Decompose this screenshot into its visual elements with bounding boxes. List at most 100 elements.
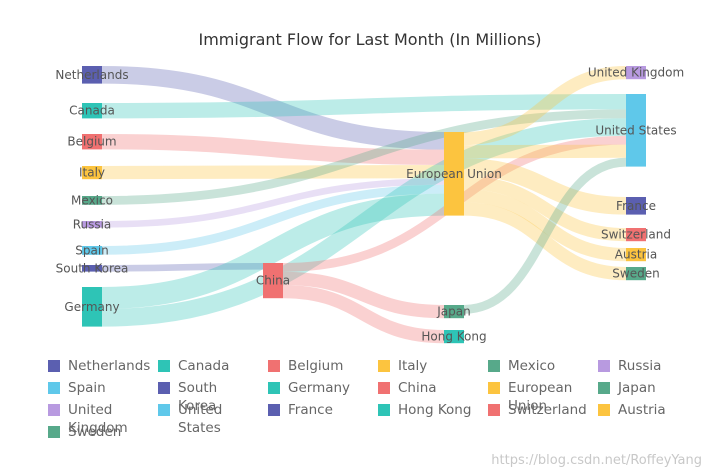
legend-label: Netherlands (68, 358, 151, 374)
node-sweden[interactable] (626, 267, 646, 281)
link-spain-to-european-union[interactable] (101, 184, 445, 255)
node-label-european-union: European Union (406, 167, 502, 181)
node-label-belgium: Belgium (67, 135, 116, 149)
link-netherlands-to-european-union[interactable] (101, 66, 445, 150)
link-european-union-to-united-states[interactable] (463, 144, 627, 159)
node-label-japan: Japan (436, 305, 470, 319)
legend-swatch (598, 382, 610, 394)
node-label-switzerland: Switzerland (601, 228, 671, 242)
legend-label: Mexico (508, 358, 556, 374)
legend-label: Germany (288, 380, 351, 396)
node-netherlands[interactable] (82, 66, 102, 84)
legend-label: China (398, 380, 437, 396)
link-china-to-hong-kong[interactable] (282, 285, 445, 344)
link-italy-to-european-union[interactable] (101, 165, 445, 180)
link-european-union-to-france[interactable] (463, 158, 627, 215)
node-label-united-kingdom: United Kingdom (588, 66, 684, 80)
legend-swatch (268, 382, 280, 394)
node-canada[interactable] (82, 103, 102, 119)
link-japan-to-united-states[interactable] (463, 157, 627, 314)
node-italy[interactable] (82, 166, 102, 180)
link-european-union-to-sweden[interactable] (463, 202, 627, 281)
node-label-canada: Canada (69, 104, 115, 118)
legend-swatch (158, 404, 170, 416)
node-label-austria: Austria (615, 248, 657, 262)
legend-label: United Kingdom (68, 402, 128, 436)
link-mexico-to-united-states[interactable] (101, 109, 627, 205)
legend-label: France (288, 402, 333, 418)
node-label-hong-kong: Hong Kong (421, 330, 486, 344)
node-label-united-states: United States (595, 123, 676, 137)
legend-label: Canada (178, 358, 230, 374)
legend-label: Hong Kong (398, 402, 472, 418)
legend-label: Belgium (288, 358, 344, 374)
legend-label: Switzerland (508, 402, 587, 418)
nodes-layer (82, 66, 646, 344)
legend-label: South Korea (178, 380, 218, 414)
link-south-korea-to-china[interactable] (101, 263, 264, 272)
node-label-china: China (256, 274, 290, 288)
node-mexico[interactable] (82, 196, 102, 205)
node-japan[interactable] (444, 305, 464, 319)
link-belgium-to-european-union[interactable] (101, 134, 445, 165)
legend-swatch (598, 404, 610, 416)
watermark: https://blog.csdn.net/RoffeyYang (491, 453, 702, 468)
chart-title: Immigrant Flow for Last Month (In Millio… (199, 30, 542, 49)
node-germany[interactable] (82, 287, 102, 327)
legend-swatch (378, 360, 390, 372)
node-label-mexico: Mexico (71, 193, 113, 207)
legend-swatch (488, 360, 500, 372)
legend-swatch (598, 360, 610, 372)
legend-swatch (488, 382, 500, 394)
node-austria[interactable] (626, 248, 646, 262)
link-european-union-to-united-kingdom[interactable] (463, 66, 627, 146)
node-label-germany: Germany (64, 300, 119, 314)
labels-layer: Netherlands Canada Belgium Italy Mexico Russi… (55, 66, 684, 344)
link-russia-to-european-union[interactable] (101, 178, 445, 228)
legend-label: United States (178, 402, 223, 436)
legend-swatch (48, 404, 60, 416)
node-south-korea[interactable] (82, 265, 102, 272)
node-label-russia: Russia (73, 217, 112, 231)
legend-swatch (48, 382, 60, 394)
node-russia[interactable] (82, 221, 102, 228)
legend-label: Sweden (68, 424, 122, 440)
legend-swatch (268, 404, 280, 416)
legend-label: Italy (398, 358, 428, 374)
node-united-kingdom[interactable] (626, 66, 646, 80)
legend-label: Spain (68, 380, 106, 396)
links-layer (101, 66, 627, 344)
node-spain[interactable] (82, 246, 102, 255)
node-label-south-korea: South Korea (56, 261, 129, 275)
legend-swatch (488, 404, 500, 416)
legend-swatch (268, 360, 280, 372)
node-china[interactable] (263, 263, 283, 299)
legend-swatch (48, 426, 60, 438)
legend-swatch (378, 404, 390, 416)
link-germany-to-united-states[interactable] (101, 118, 627, 327)
node-label-spain: Spain (75, 243, 109, 257)
node-united-states[interactable] (626, 94, 646, 167)
link-germany-to-european-union[interactable] (101, 193, 445, 309)
node-label-italy: Italy (79, 166, 105, 180)
node-label-france: France (616, 199, 656, 213)
node-label-netherlands: Netherlands (55, 68, 128, 82)
node-hong-kong[interactable] (444, 330, 464, 344)
legend-swatch (48, 360, 60, 372)
legend-swatch (158, 360, 170, 372)
node-european-union[interactable] (444, 132, 464, 216)
legend-label: Japan (618, 380, 656, 396)
node-france[interactable] (626, 197, 646, 215)
link-european-union-to-austria[interactable] (463, 189, 627, 262)
node-label-sweden: Sweden (612, 267, 659, 281)
link-european-union-to-switzerland[interactable] (463, 176, 627, 242)
legend-swatch (378, 382, 390, 394)
node-switzerland[interactable] (626, 228, 646, 242)
legend-label: Austria (618, 402, 666, 418)
legend-label: European Union (508, 380, 573, 414)
node-belgium[interactable] (82, 134, 102, 150)
legend-swatch (158, 382, 170, 394)
link-china-to-japan[interactable] (282, 271, 445, 319)
link-canada-to-united-states[interactable] (101, 94, 627, 119)
